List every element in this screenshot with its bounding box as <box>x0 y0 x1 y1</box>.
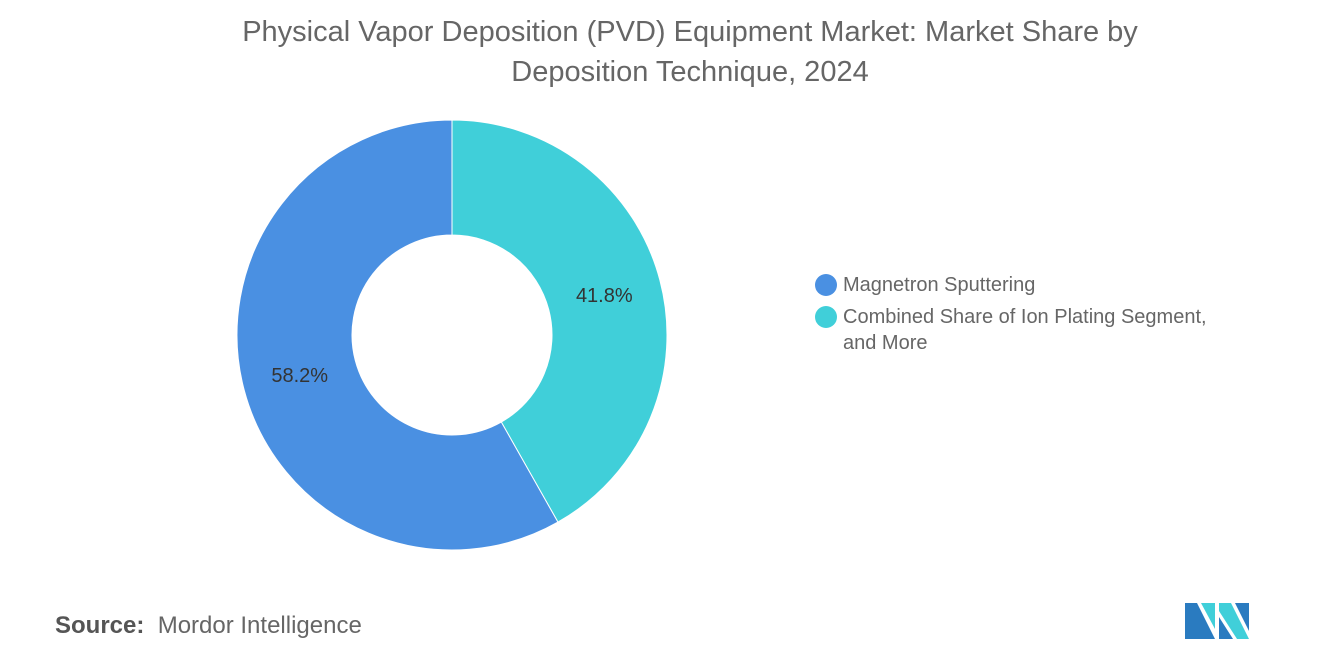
slice-label-1: 58.2% <box>271 365 328 387</box>
legend-label: Combined Share of Ion Plating Segment, an… <box>843 306 1207 354</box>
title-line-1: Physical Vapor Deposition (PVD) Equipmen… <box>242 16 1138 48</box>
slice-1[interactable] <box>236 119 559 551</box>
legend-item-magnetron[interactable]: Magnetron Sputtering <box>815 272 1207 298</box>
mordor-intelligence-logo <box>1185 603 1249 639</box>
slice-0[interactable] <box>451 119 668 523</box>
legend-swatch <box>815 306 837 328</box>
source-note: Source: Mordor Intelligence <box>55 612 362 639</box>
legend: Magnetron Sputtering Combined Share of I… <box>815 272 1207 362</box>
chart-title: Physical Vapor Deposition (PVD) Equipmen… <box>0 12 1320 92</box>
legend-item-ion-plating[interactable]: Combined Share of Ion Plating Segment, an… <box>815 304 1207 356</box>
legend-swatch <box>815 274 837 296</box>
legend-label: Magnetron Sputtering <box>843 274 1036 296</box>
slice-label-0: 41.8% <box>576 285 633 307</box>
title-line-2: Deposition Technique, 2024 <box>511 56 869 88</box>
